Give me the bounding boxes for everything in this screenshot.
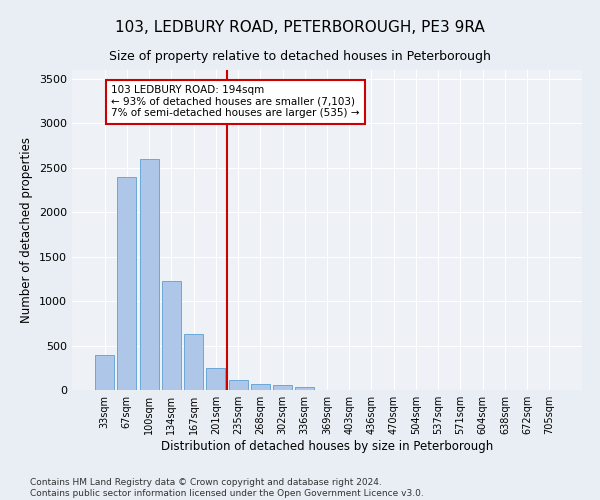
Bar [295, 387, 314, 390]
X-axis label: Distribution of detached houses by size in Peterborough: Distribution of detached houses by size … [161, 440, 493, 453]
Bar [229, 380, 248, 390]
Text: Size of property relative to detached houses in Peterborough: Size of property relative to detached ho… [109, 50, 491, 63]
Bar [184, 334, 203, 390]
Bar [95, 356, 114, 390]
Bar [206, 368, 225, 390]
Bar [140, 159, 158, 390]
Y-axis label: Number of detached properties: Number of detached properties [20, 137, 34, 323]
Bar [273, 385, 292, 390]
Bar [118, 176, 136, 390]
Text: 103 LEDBURY ROAD: 194sqm
← 93% of detached houses are smaller (7,103)
7% of semi: 103 LEDBURY ROAD: 194sqm ← 93% of detach… [112, 85, 360, 118]
Bar [251, 384, 270, 390]
Text: Contains HM Land Registry data © Crown copyright and database right 2024.
Contai: Contains HM Land Registry data © Crown c… [30, 478, 424, 498]
Bar [162, 280, 181, 390]
Text: 103, LEDBURY ROAD, PETERBOROUGH, PE3 9RA: 103, LEDBURY ROAD, PETERBOROUGH, PE3 9RA [115, 20, 485, 35]
